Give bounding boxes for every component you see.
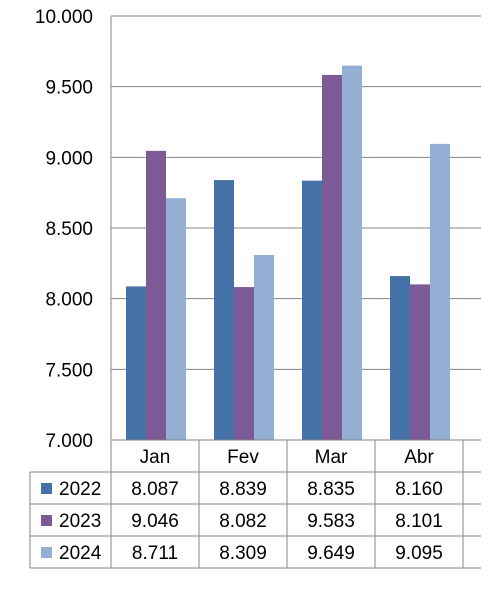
category-label: Fev — [227, 447, 259, 468]
y-tick-label: 7.000 — [45, 431, 93, 452]
y-tick-label: 8.000 — [45, 290, 93, 311]
bar-2024-Jan — [166, 198, 186, 440]
legend-key-2022 — [41, 483, 52, 494]
data-table: Jan Fev Mar Abr 2022 8.087 8.839 8.835 8.160 2023… — [29, 439, 481, 569]
y-tick-label: 9.000 — [45, 148, 93, 169]
data-label: 9.583 — [307, 511, 355, 532]
bar-2022-Abr — [390, 276, 410, 440]
bar-2024-Abr — [430, 143, 450, 440]
category-label: Jan — [140, 447, 171, 468]
y-tick-label: 7.500 — [45, 360, 93, 381]
bar-2023-Abr — [410, 284, 430, 440]
bars — [126, 65, 450, 441]
data-label: 8.101 — [395, 511, 443, 532]
y-axis-ticks: 10.000 9.500 9.000 8.500 8.000 7.500 7.000 — [35, 7, 93, 452]
legend-label: 2023 — [59, 511, 101, 532]
bar-2023-Mar — [322, 74, 342, 440]
legend-key-2023 — [41, 515, 52, 526]
data-label: 8.082 — [219, 511, 267, 532]
data-label: 8.160 — [395, 479, 443, 500]
y-tick-label: 9.500 — [45, 78, 93, 99]
data-label: 8.309 — [219, 543, 267, 564]
data-label: 9.649 — [307, 543, 355, 564]
data-label: 9.095 — [395, 543, 443, 564]
y-tick-label: 8.500 — [45, 219, 93, 240]
legend-label: 2022 — [59, 479, 101, 500]
data-label: 8.711 — [132, 543, 178, 564]
bar-2024-Mar — [342, 65, 362, 440]
bar-2023-Fev — [234, 287, 254, 440]
bar-2022-Fev — [214, 180, 234, 440]
legend-label: 2024 — [59, 543, 102, 564]
data-label: 8.835 — [307, 479, 355, 500]
legend-key-2024 — [41, 547, 52, 558]
data-label: 8.839 — [219, 479, 267, 500]
bar-2023-Jan — [146, 150, 166, 440]
y-tick-label: 10.000 — [35, 7, 93, 28]
bar-2022-Mar — [302, 180, 322, 441]
bar-2024-Fev — [254, 254, 274, 440]
bar-2022-Jan — [126, 286, 146, 440]
category-label: Mar — [315, 447, 348, 468]
category-label: Abr — [404, 447, 434, 468]
data-label: 8.087 — [131, 479, 179, 500]
data-label: 9.046 — [131, 511, 179, 532]
